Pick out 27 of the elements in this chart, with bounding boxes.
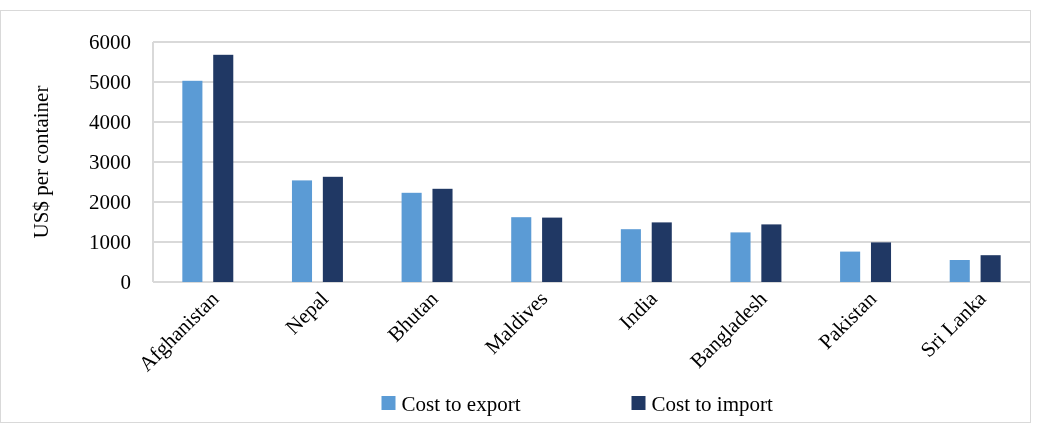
bar (291, 180, 313, 282)
bar (213, 54, 234, 282)
bar (730, 232, 751, 282)
bar (980, 255, 1001, 282)
y-tick-label: 2000 (89, 190, 131, 215)
bar (322, 176, 343, 282)
bar (620, 229, 641, 282)
bar (870, 242, 892, 282)
legend-label: Cost to export (401, 392, 521, 417)
bar (949, 260, 970, 282)
bar (511, 217, 532, 282)
y-axis-title: US$ per container (29, 85, 53, 239)
legend-label: Cost to import (651, 392, 774, 417)
bar (761, 224, 782, 282)
y-tick-label: 0 (120, 270, 131, 295)
bar (840, 251, 861, 282)
y-tick-label: 6000 (89, 30, 131, 55)
bar (432, 188, 453, 282)
y-tick-label: 1000 (89, 230, 131, 255)
y-tick-label: 4000 (89, 110, 131, 135)
x-tick-label: India (614, 286, 663, 335)
bar (651, 222, 672, 282)
y-tick-label: 3000 (89, 150, 131, 175)
bar (401, 192, 422, 282)
bar (542, 217, 563, 282)
bar (182, 80, 203, 282)
y-tick-label: 5000 (89, 70, 131, 95)
